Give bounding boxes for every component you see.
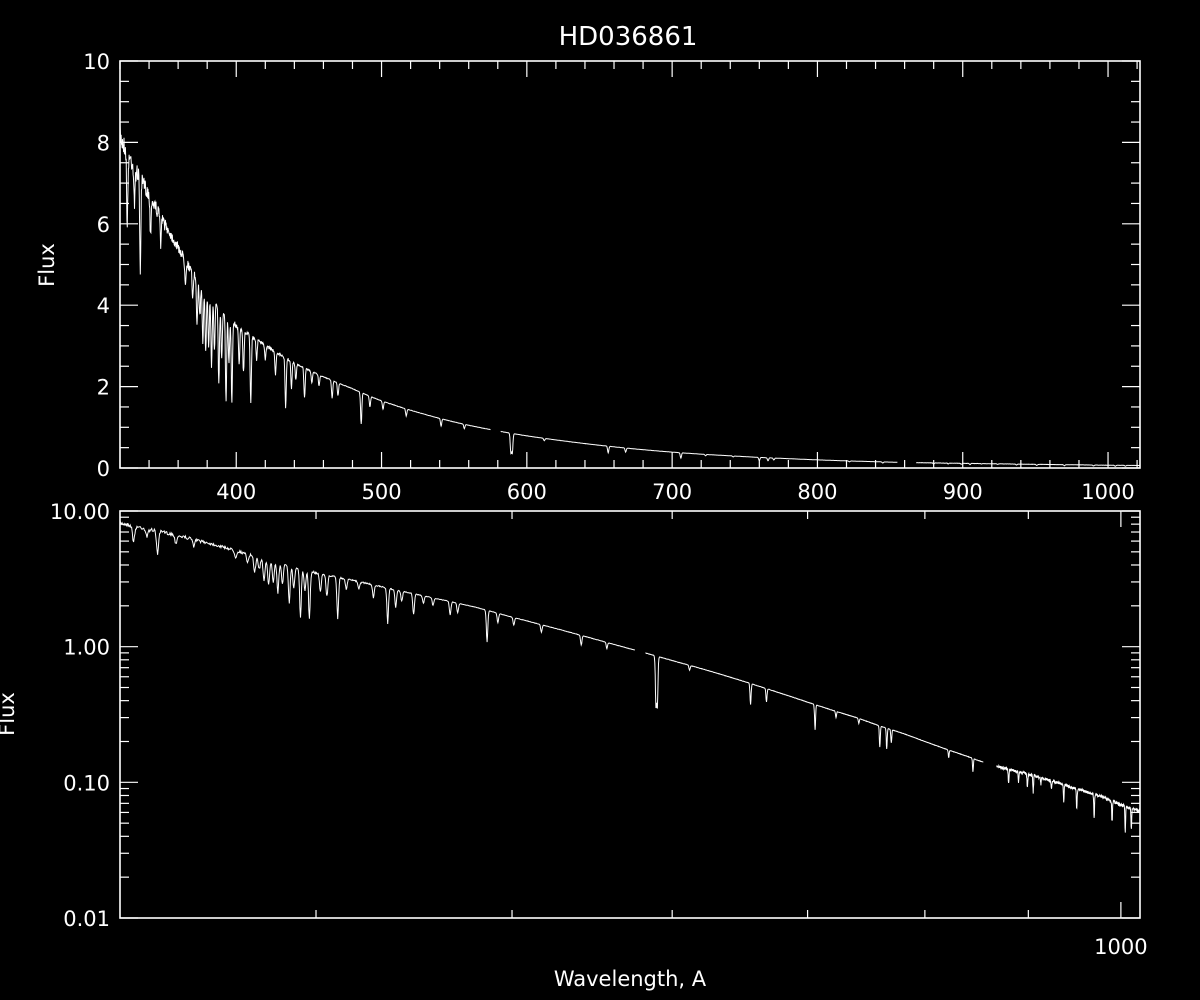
log-panel-frame [119, 510, 1141, 919]
linear-y-axis-label: Flux [35, 243, 59, 287]
x-tick-label: 700 [652, 480, 692, 504]
x-axis-label: Wavelength, A [554, 967, 707, 991]
x-tick-label: 400 [216, 480, 256, 504]
y-tick-label: 1.00 [63, 636, 110, 660]
linear-panel: 400 500 600 700 800 900 1000 0 2 4 6 8 10 Flux [35, 50, 1141, 504]
log-y-axis-label: Flux [0, 692, 19, 736]
linear-spectrum-line [119, 125, 1141, 467]
log-panel-ticks [120, 510, 1140, 919]
x-tick-label: 1000 [1094, 935, 1147, 959]
y-tick-label: 4 [97, 294, 110, 318]
y-tick-label: 0 [97, 457, 110, 481]
y-tick-label: 8 [97, 131, 110, 155]
chart-title: HD036861 [559, 22, 698, 52]
log-spectrum-line [119, 520, 1141, 833]
x-tick-label: 600 [507, 480, 547, 504]
x-tick-label: 500 [361, 480, 401, 504]
linear-panel-ticks [119, 60, 1140, 469]
y-tick-label: 10.00 [50, 500, 110, 524]
y-tick-label: 2 [97, 376, 110, 400]
log-panel: 1000 0.01 0.10 1.00 10.00 Flux [0, 500, 1148, 959]
linear-panel-tick-labels: 400 500 600 700 800 900 1000 0 2 4 6 8 10 [83, 50, 1134, 504]
x-tick-label: 900 [943, 480, 983, 504]
y-tick-label: 0.01 [63, 907, 110, 931]
log-panel-tick-labels: 1000 0.01 0.10 1.00 10.00 [50, 500, 1148, 959]
y-tick-label: 6 [97, 213, 110, 237]
x-tick-label: 1000 [1081, 480, 1134, 504]
y-tick-label: 0.10 [63, 771, 110, 795]
y-tick-label: 10 [83, 50, 110, 74]
x-tick-label: 800 [797, 480, 837, 504]
